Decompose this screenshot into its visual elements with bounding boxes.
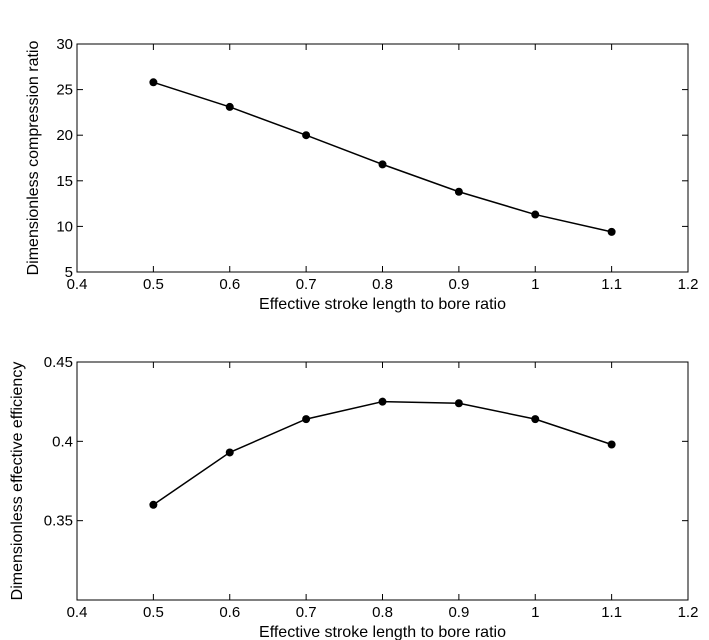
y-tick-label: 30 [56,36,73,53]
y-tick-label: 5 [65,264,73,281]
data-point [302,131,310,139]
x-tick-label: 0.6 [219,604,240,621]
plot-area-frame [77,44,688,272]
y-axis-label: Dimensionless effective efficiency [9,362,26,601]
x-tick-label: 0.6 [219,276,240,293]
data-point [226,448,234,456]
data-point [149,78,157,86]
data-point [226,103,234,111]
x-tick-label: 0.4 [67,604,88,621]
data-point [149,501,157,509]
x-tick-label: 1.1 [601,604,622,621]
data-point [531,415,539,423]
x-tick-label: 0.8 [372,604,393,621]
y-tick-label: 0.35 [44,513,73,530]
y-tick-label: 10 [56,218,73,235]
x-tick-label: 0.9 [448,276,469,293]
data-point [379,160,387,168]
x-tick-label: 1.2 [678,604,699,621]
y-tick-label: 15 [56,173,73,190]
data-point [302,415,310,423]
data-point [455,188,463,196]
y-tick-label: 25 [56,82,73,99]
x-tick-label: 0.7 [296,604,317,621]
x-tick-label: 0.9 [448,604,469,621]
effective-efficiency-plot: 0.4 0.5 0.6 0.7 0.8 0.9 1 1.1 1.2 0.35 0.4 0.45 Effe… [9,354,698,640]
y-axis-label: Dimensionless compression ratio [25,41,42,276]
x-tick-label: 1.2 [678,276,699,293]
y-tick-label: 20 [56,127,73,144]
series-line [153,82,611,232]
x-axis-label: Effective stroke length to bore ratio [259,296,506,313]
x-tick-label: 1.1 [601,276,622,293]
compression-ratio-plot: 0.4 0.5 0.6 0.7 0.8 0.9 1 1.1 1.251015202530Effe… [25,36,698,313]
series-line [153,402,611,505]
data-point [608,228,616,236]
x-tick-label: 0.5 [143,604,164,621]
data-point [608,441,616,449]
x-tick-label: 0.7 [296,276,317,293]
x-tick-label: 1 [531,604,539,621]
x-axis-label: Effective stroke length to bore ratio [259,624,506,640]
x-tick-label: 0.5 [143,276,164,293]
x-tick-label: 0.8 [372,276,393,293]
data-point [379,398,387,406]
data-point [455,399,463,407]
data-point [531,211,539,219]
y-tick-label: 0.4 [52,433,73,450]
y-tick-label: 0.45 [44,354,73,371]
x-tick-label: 1 [531,276,539,293]
